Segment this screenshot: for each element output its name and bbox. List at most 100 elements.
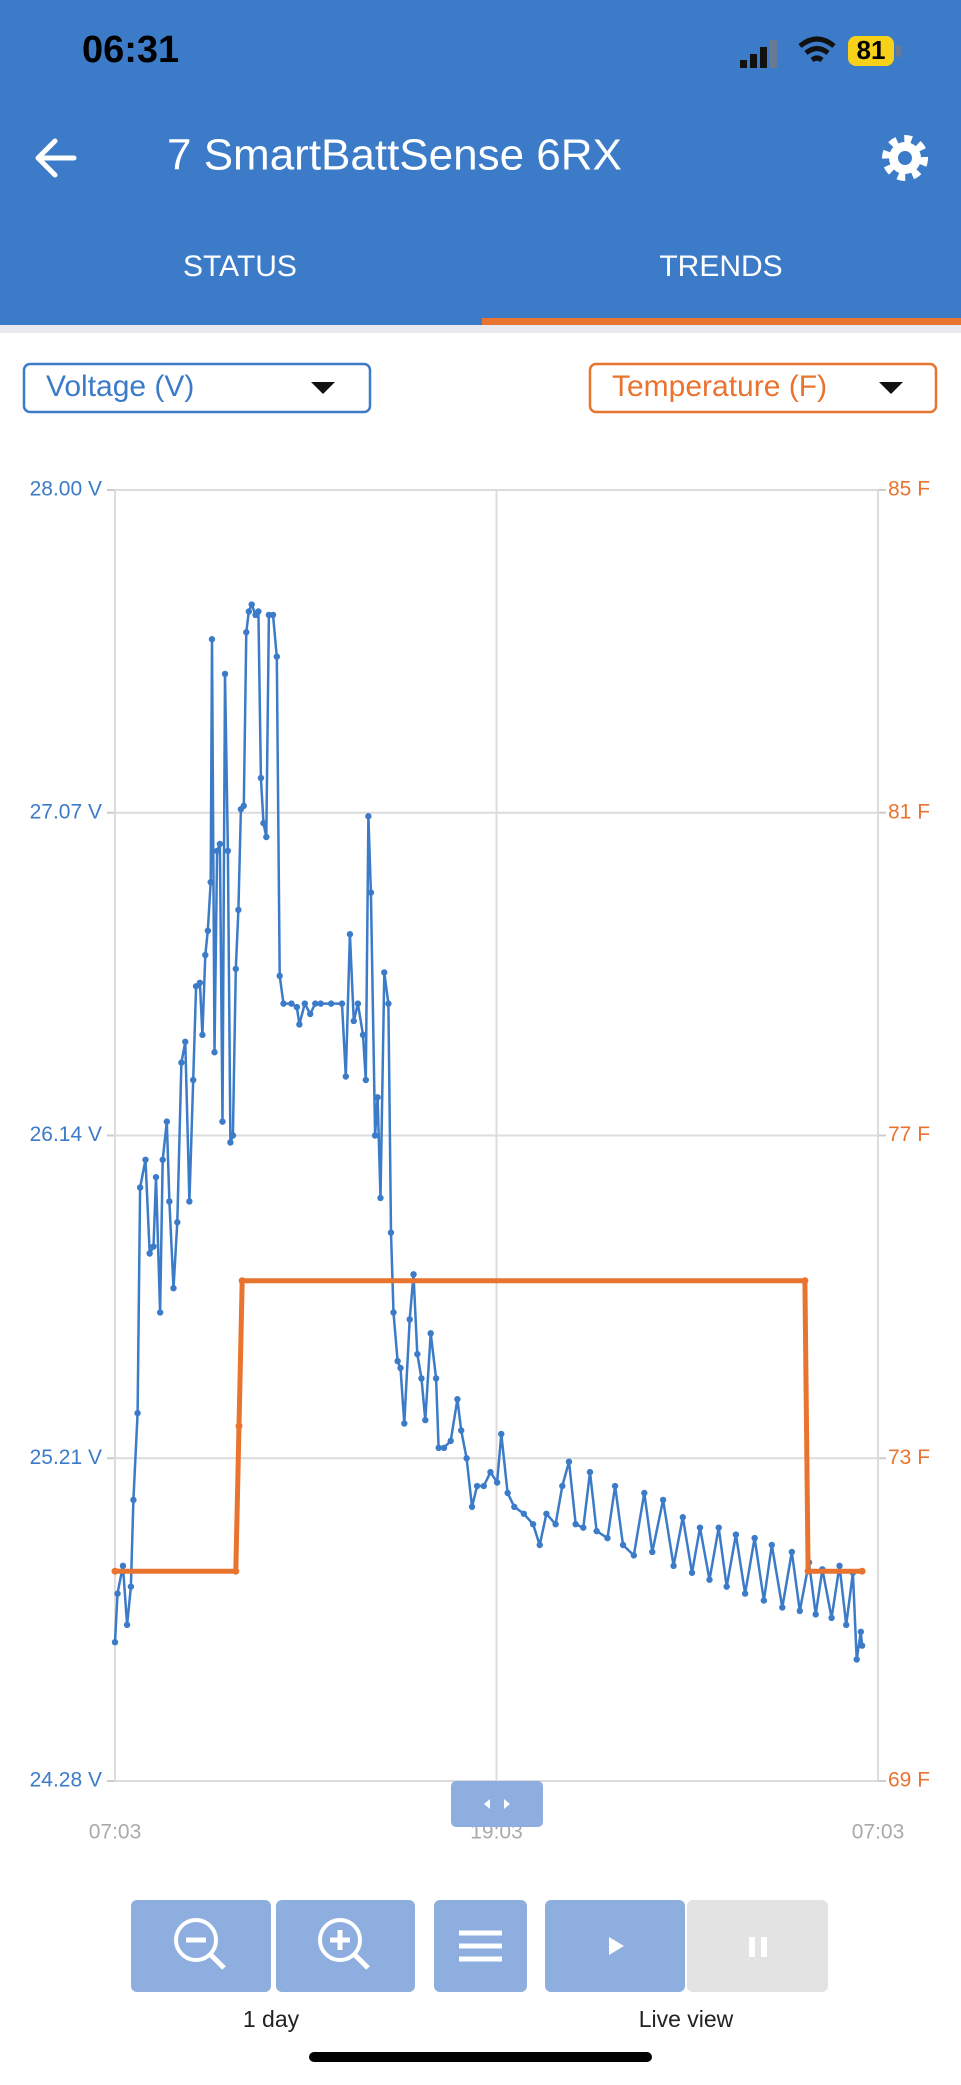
data-point: [216, 840, 224, 848]
left-axis-select-label: Voltage (V): [46, 370, 194, 403]
data-point: [504, 1489, 511, 1497]
data-point: [342, 1073, 350, 1080]
data-point: [111, 1638, 119, 1646]
data-point: [788, 1548, 796, 1556]
data-point: [487, 1468, 494, 1476]
data-point: [447, 1437, 454, 1445]
data-point: [119, 1562, 127, 1570]
zoom-out-button[interactable]: [131, 1900, 271, 1992]
data-point: [213, 847, 221, 855]
header-title: 7 SmartBattSense 6RX: [167, 131, 622, 180]
data-point: [463, 1455, 470, 1462]
data-point: [269, 611, 277, 619]
home-indicator: [309, 2052, 652, 2062]
data-point: [498, 1430, 505, 1438]
data-point: [232, 1567, 240, 1575]
data-point: [142, 1156, 149, 1163]
data-point: [166, 1198, 173, 1205]
x-tick-label: 07:03: [852, 1821, 905, 1844]
data-point: [511, 1503, 518, 1511]
data-point: [156, 1309, 164, 1316]
y-tick-label: 25.21 V: [30, 1446, 102, 1469]
dropdown-arrow: [879, 382, 903, 394]
pan-handle-arrows: [484, 1799, 510, 1809]
y-tick-label: 24.28 V: [30, 1769, 102, 1792]
data-point: [427, 1330, 434, 1337]
data-point: [559, 1482, 566, 1490]
data-point: [288, 1000, 295, 1007]
data-point: [390, 1309, 397, 1316]
data-point: [696, 1524, 704, 1531]
data-point: [410, 1271, 417, 1278]
data-point: [365, 813, 372, 820]
data-point: [111, 1567, 119, 1575]
data-point: [367, 889, 375, 896]
data-point: [468, 1503, 476, 1511]
data-point: [565, 1458, 573, 1465]
data-point: [732, 1531, 740, 1538]
data-point: [543, 1510, 550, 1517]
data-point: [723, 1583, 730, 1590]
data-point: [377, 1194, 384, 1202]
data-point: [204, 927, 212, 934]
data-point: [301, 1000, 308, 1007]
data-point: [586, 1468, 594, 1476]
data-point: [255, 608, 262, 615]
y2-tick-label: 69 F: [888, 1769, 930, 1792]
data-point: [580, 1524, 587, 1531]
data-point: [381, 969, 388, 976]
pan-handle: [451, 1781, 543, 1827]
data-point: [387, 1229, 395, 1236]
data-point: [812, 1611, 819, 1618]
data-point: [257, 774, 265, 782]
data-point: [134, 1409, 141, 1417]
tab-status[interactable]: STATUS: [183, 250, 297, 283]
data-point: [359, 1031, 367, 1039]
tab-trends[interactable]: TRENDS: [659, 250, 782, 283]
data-point: [768, 1541, 776, 1549]
play-button[interactable]: [545, 1900, 685, 1992]
data-point: [280, 1000, 287, 1007]
pause-button[interactable]: [687, 1900, 828, 1992]
data-point: [136, 1184, 144, 1191]
data-point: [385, 1000, 392, 1007]
data-point: [480, 1482, 487, 1490]
data-point: [741, 1590, 749, 1597]
menu-button[interactable]: [434, 1900, 527, 1992]
data-point: [520, 1510, 528, 1517]
data-point: [296, 1021, 303, 1028]
data-point: [853, 1656, 860, 1663]
y2-tick-label: 81 F: [888, 800, 930, 823]
data-point: [572, 1520, 579, 1528]
data-point: [715, 1524, 722, 1531]
data-point: [350, 1017, 357, 1025]
data-point: [493, 1479, 501, 1486]
data-point: [221, 670, 229, 678]
y2-tick-label: 85 F: [888, 478, 930, 501]
right-axis-select[interactable]: [588, 362, 938, 414]
series-line: [115, 1278, 863, 1574]
settings-button[interactable]: [882, 135, 928, 181]
data-point: [796, 1607, 803, 1615]
data-point: [836, 1562, 843, 1570]
data-point: [751, 1534, 758, 1542]
battery-tip: [896, 45, 901, 57]
data-point: [263, 833, 270, 841]
data-point: [182, 1038, 189, 1045]
data-point: [208, 636, 216, 643]
header-shadow: [0, 325, 961, 333]
data-point: [248, 601, 255, 608]
data-point: [432, 1375, 440, 1382]
data-point: [454, 1396, 461, 1403]
zoom-in-button[interactable]: [276, 1900, 415, 1992]
data-point: [150, 1243, 157, 1250]
signal-icon: [740, 40, 777, 68]
data-point: [414, 1350, 421, 1358]
series-line: [113, 603, 864, 1661]
back-button[interactable]: [35, 138, 77, 178]
data-point: [857, 1628, 865, 1635]
data-point: [159, 1156, 166, 1163]
data-point: [801, 1277, 809, 1285]
left-axis-select[interactable]: [22, 362, 372, 414]
